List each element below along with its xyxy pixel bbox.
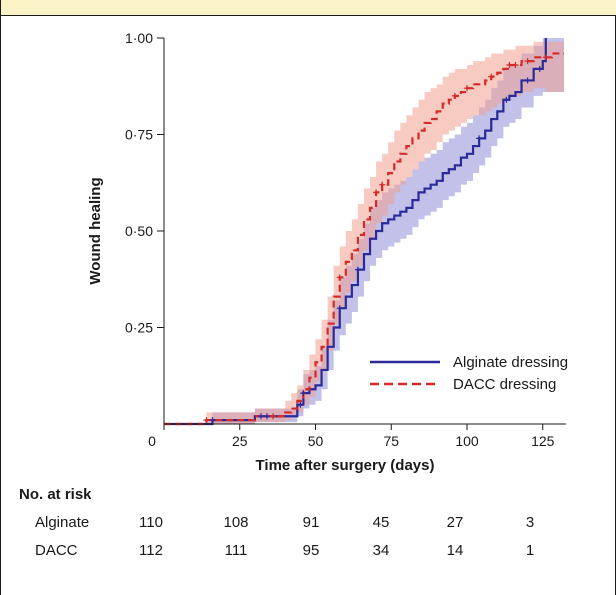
y-tick-label: 0·25	[125, 320, 153, 336]
dacc-censor-mark	[524, 58, 531, 65]
alginate-curve	[164, 38, 547, 426]
dacc-censor-mark	[373, 189, 380, 196]
dacc-censor-mark	[270, 413, 277, 420]
legend-label-0: Alginate dressing	[453, 354, 568, 371]
y-tick-label: 0·75	[125, 127, 153, 143]
y-axis-title: Wound healing	[87, 177, 104, 284]
dacc-censor-mark	[464, 85, 470, 92]
risk-cell: 3	[525, 514, 535, 531]
risk-cell: 112	[139, 542, 163, 559]
dacc-censor-mark	[203, 417, 210, 424]
y-tick-label: 1·00	[125, 30, 153, 46]
risk-table-title: No. at risk	[19, 486, 92, 503]
alginate-censor-mark	[503, 96, 510, 103]
alginate-censor-mark	[297, 401, 304, 408]
dacc-censor-mark	[542, 54, 549, 61]
dacc-censor-mark	[506, 62, 513, 69]
x-tick-label: 50	[308, 433, 324, 449]
alginate-censor-mark	[257, 413, 264, 420]
risk-row-alginate: Alginate 110 108 91 45 27 3	[0, 514, 616, 534]
alginate-censor-mark	[264, 413, 271, 420]
x-axis-title: Time after surgery (days)	[256, 457, 435, 474]
risk-cell: 110	[139, 514, 163, 531]
risk-cell: 1	[525, 542, 535, 559]
x-tick-label: 100	[455, 433, 479, 449]
alginate-censor-mark	[300, 390, 307, 397]
x-tick-label: 75	[383, 433, 399, 449]
legend: Alginate dressing DACC dressing	[370, 354, 568, 393]
alginate-censor-mark	[354, 266, 361, 273]
axes: 0·25 0·50 0·75 1·00 0 25 50 75 100 125	[125, 30, 566, 449]
x-tick-label: 0	[148, 433, 156, 449]
risk-cell: 27	[446, 514, 464, 531]
x-tick-label: 25	[232, 433, 248, 449]
alginate-censor-mark	[209, 417, 216, 424]
x-tick-label: 125	[531, 433, 555, 449]
risk-cell: 34	[372, 542, 390, 559]
alginate-censor-mark	[524, 77, 531, 84]
risk-row-label: Alginate	[35, 514, 90, 531]
risk-row-dacc: DACC 112 111 95 34 14 1	[0, 542, 616, 562]
dacc-censor-mark	[379, 181, 386, 188]
censor-marks	[203, 54, 549, 424]
risk-cell: 95	[302, 542, 320, 559]
alginate-censor-mark	[536, 65, 543, 72]
km-chart: 0·25 0·50 0·75 1·00 0 25 50 75 100 125 Time after…	[87, 30, 568, 474]
risk-cell: 45	[372, 514, 390, 531]
dacc-curve	[164, 52, 564, 426]
dacc-censor-mark	[488, 73, 495, 80]
risk-row-label: DACC	[35, 542, 78, 559]
dacc-censor-mark	[451, 92, 458, 99]
alginate-censor-mark	[336, 305, 343, 312]
dacc-censor-mark	[512, 62, 519, 69]
risk-cell: 108	[223, 514, 249, 531]
y-tick-label: 0·50	[125, 223, 153, 239]
legend-label-1: DACC dressing	[453, 376, 556, 393]
survival-curves	[164, 38, 564, 426]
risk-cell: 111	[224, 542, 248, 559]
alginate-censor-mark	[476, 135, 483, 142]
risk-cell: 91	[302, 514, 320, 531]
risk-cell: 14	[446, 542, 464, 559]
dacc-censor-mark	[336, 274, 343, 281]
caption-bar	[1, 0, 616, 16]
